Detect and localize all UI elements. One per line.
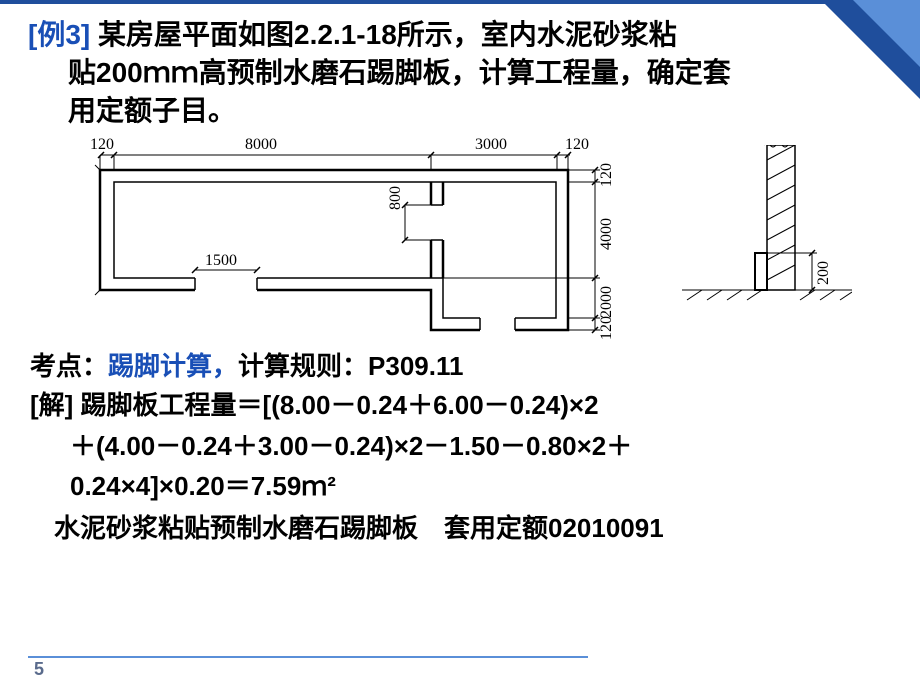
dim-4000: 4000 bbox=[598, 218, 615, 250]
dim-120d: 120 bbox=[598, 316, 615, 340]
dim-120a: 120 bbox=[90, 136, 114, 153]
problem-line-3: 用定额子目。 bbox=[28, 95, 236, 126]
problem-line-1: 某房屋平面如图2.2.1-18所示，室内水泥砂浆粘 bbox=[98, 19, 677, 50]
dim-120c: 120 bbox=[598, 163, 615, 187]
footer-line bbox=[28, 656, 588, 658]
dim-120b: 120 bbox=[565, 136, 589, 153]
kaodian-label: 考点： bbox=[30, 351, 108, 381]
example-label: [例3] bbox=[28, 19, 90, 50]
dim-200: 200 bbox=[815, 261, 832, 285]
solution-line-3: 0.24×4]×0.20＝7.59ｍ² bbox=[30, 471, 336, 501]
corner-decoration bbox=[825, 4, 920, 99]
diagram-area: 120 8000 3000 120 800 bbox=[22, 135, 882, 340]
exam-point-line: 考点：踢脚计算，计算规则：P309.11 bbox=[22, 346, 898, 383]
kaodian-rest: 计算规则：P309.11 bbox=[238, 351, 463, 381]
page-number: 5 bbox=[34, 659, 44, 680]
dim-1500: 1500 bbox=[205, 252, 237, 269]
skirting-detail: 200 bbox=[682, 145, 852, 335]
solution-block: [解] 踢脚板工程量＝[(8.00－0.24＋6.00－0.24)×2 ＋(4.… bbox=[22, 385, 898, 506]
dim-8000: 8000 bbox=[245, 136, 277, 153]
dim-3000: 3000 bbox=[475, 136, 507, 153]
final-line: 水泥砂浆粘贴预制水磨石踢脚板 套用定额02010091 bbox=[22, 508, 898, 545]
dim-2000: 2000 bbox=[598, 286, 615, 318]
problem-line-2: 贴200ｍｍ高预制水磨石踢脚板，计算工程量，确定套 bbox=[28, 57, 731, 88]
problem-statement: [例3] 某房屋平面如图2.2.1-18所示，室内水泥砂浆粘 贴200ｍｍ高预制… bbox=[22, 16, 898, 129]
dim-800: 800 bbox=[387, 186, 404, 210]
solution-line-1: [解] 踢脚板工程量＝[(8.00－0.24＋6.00－0.24)×2 bbox=[30, 390, 599, 420]
floor-plan: 120 8000 3000 120 800 bbox=[40, 135, 640, 340]
slide: [例3] 某房屋平面如图2.2.1-18所示，室内水泥砂浆粘 贴200ｍｍ高预制… bbox=[0, 0, 920, 690]
solution-line-2: ＋(4.00－0.24＋3.00－0.24)×2－1.50－0.80×2＋ bbox=[30, 431, 632, 461]
kaodian-blue: 踢脚计算， bbox=[108, 351, 238, 381]
